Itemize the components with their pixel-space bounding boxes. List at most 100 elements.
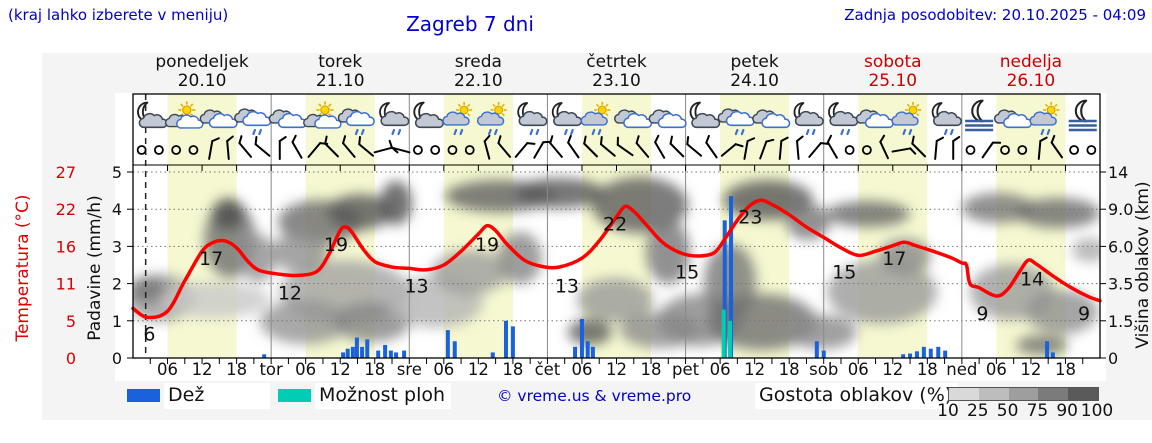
svg-text:12: 12 (330, 360, 351, 379)
svg-text:0: 0 (66, 349, 76, 368)
day-date: 23.10 (592, 71, 641, 91)
day-date: 26.10 (1006, 71, 1056, 91)
weather-icons-row (137, 99, 1097, 136)
day-date: 20.10 (177, 71, 227, 91)
moon-fog-icon (965, 99, 994, 132)
cloud-density-legend-label: Gostota oblakov (%) (755, 383, 959, 409)
cloud-icon (199, 109, 238, 129)
wind-barb-icon (388, 139, 411, 154)
wind-barb-icon (826, 134, 838, 159)
svg-text:pet: pet (672, 360, 700, 379)
showers-legend-label: Možnost ploh (315, 383, 452, 409)
last-update-label: Zadnja posodobitev: 20.10.2025 - 04:09 (844, 6, 1146, 24)
calm-wind-icon (154, 145, 164, 155)
svg-text:sre: sre (397, 360, 422, 379)
moon-fog-icon (1068, 99, 1097, 132)
svg-text:06: 06 (986, 360, 1007, 379)
wind-barb-icon (483, 134, 491, 160)
svg-text:0: 0 (112, 349, 122, 368)
density-tick: 100 (1080, 401, 1114, 421)
day-date: 22.10 (454, 71, 503, 91)
svg-text:sob: sob (809, 360, 838, 379)
wind-barb-icon (1037, 136, 1048, 160)
svg-text:5: 5 (112, 163, 122, 182)
svg-text:27: 27 (56, 163, 76, 182)
temp-tick-labels: 27 22 16 11 5 0 (56, 163, 76, 368)
rain-legend-swatch (127, 389, 160, 402)
precip-tick-labels: 5 4 3 2 1 0 (112, 163, 122, 368)
calm-wind-icon (1086, 145, 1097, 155)
svg-text:18: 18 (641, 360, 662, 379)
svg-text:ned: ned (946, 360, 977, 379)
sun-cloud-rain-icon (1029, 101, 1060, 136)
calm-wind-icon (430, 145, 441, 155)
day-name: petek (730, 52, 779, 72)
rain-bars (262, 196, 1055, 358)
svg-text:14: 14 (1020, 269, 1044, 291)
shower-bars (721, 309, 733, 358)
cloud-density-layer (133, 177, 1100, 355)
svg-text:22: 22 (603, 213, 627, 235)
header-band (42, 53, 1152, 93)
svg-text:15: 15 (675, 262, 699, 284)
moon-cloud-rain-icon (551, 102, 583, 136)
wind-barb-icon (808, 142, 830, 158)
wind-barbs-row (136, 134, 1097, 160)
wind-barb-icon (291, 134, 303, 159)
wind-barb-icon (981, 141, 1002, 159)
day-date: 21.10 (315, 71, 365, 91)
wind-barb-icon (324, 135, 339, 158)
svg-text:18: 18 (226, 360, 247, 379)
svg-text:15: 15 (832, 262, 856, 284)
wind-barb-icon (549, 135, 563, 158)
wind-barb-icon (743, 137, 756, 160)
density-tick: 90 (1056, 401, 1079, 421)
svg-text:14: 14 (1108, 163, 1128, 182)
day-header: ponedeljek 20.10 (132, 53, 272, 91)
wind-barb-icon (705, 134, 718, 159)
day-header: petek 24.10 (685, 53, 825, 91)
copyright-link[interactable]: © vreme.us & vreme.pro (497, 387, 692, 405)
cloud-icon (648, 109, 687, 129)
wind-barb-icon (669, 135, 685, 158)
svg-text:13: 13 (404, 275, 428, 297)
page-title: Zagreb 7 dni (406, 12, 534, 36)
cloud-icon (752, 109, 791, 129)
moon-cloud-icon (689, 101, 721, 129)
tick-marks (127, 165, 1106, 364)
day-header: nedelja 26.10 (961, 53, 1101, 91)
cloud-rain-icon (337, 108, 375, 136)
day-header: sreda 22.10 (408, 53, 548, 91)
svg-text:06: 06 (848, 360, 869, 379)
wind-barb-icon (342, 135, 356, 158)
svg-text:16: 16 (56, 237, 76, 256)
svg-text:12: 12 (606, 360, 627, 379)
wind-barb-icon (226, 135, 234, 160)
day-name: sobota (864, 52, 922, 72)
svg-text:12: 12 (1020, 360, 1041, 379)
moon-cloud-icon (413, 101, 444, 129)
density-tick: 25 (966, 401, 989, 421)
svg-text:11: 11 (56, 275, 76, 294)
svg-text:čet: čet (535, 360, 561, 379)
svg-text:19: 19 (324, 234, 348, 256)
moon-cloud-rain-icon (793, 102, 824, 136)
svg-text:12: 12 (192, 360, 213, 379)
sun-cloud-rain-icon (442, 101, 473, 136)
svg-text:06: 06 (433, 360, 454, 379)
wind-barb-icon (238, 135, 253, 158)
sun-cloud-icon (164, 101, 204, 129)
wind-barb-icon (583, 135, 598, 158)
svg-text:3: 3 (112, 237, 122, 256)
temperature-line (131, 198, 1102, 320)
svg-text:18: 18 (779, 360, 800, 379)
svg-text:4: 4 (112, 200, 122, 219)
svg-text:9.0: 9.0 (1108, 200, 1133, 219)
day-date: 24.10 (730, 71, 779, 91)
gridlines (133, 171, 1100, 322)
day-header: torek 21.10 (270, 53, 410, 91)
calm-wind-icon (1017, 145, 1028, 155)
svg-text:18: 18 (1055, 360, 1076, 379)
wind-barb-icon (796, 135, 804, 160)
